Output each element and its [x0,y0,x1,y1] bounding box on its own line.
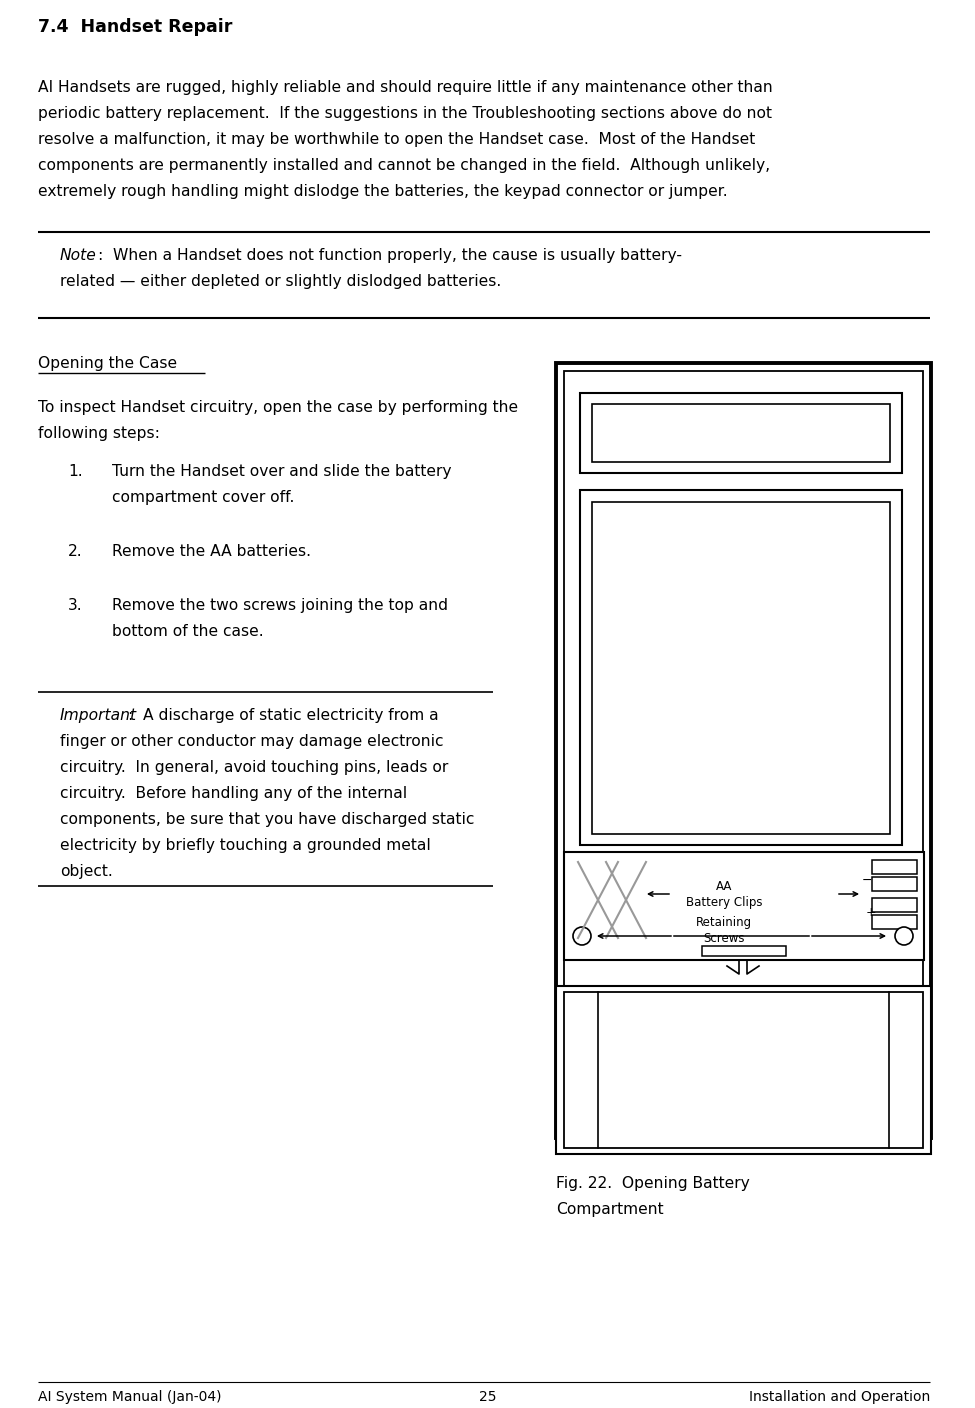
Bar [872,915,917,929]
Text: AI System Manual (Jan-04): AI System Manual (Jan-04) [38,1390,221,1404]
Text: :  A discharge of static electricity from a: : A discharge of static electricity from… [128,708,439,722]
Text: Installation and Operation: Installation and Operation [749,1390,930,1404]
Bar [556,363,931,1138]
Text: circuitry.  Before handling any of the internal: circuitry. Before handling any of the in… [60,786,408,801]
Text: following steps:: following steps: [38,427,160,441]
Text: Compartment: Compartment [556,1202,664,1217]
Bar [702,946,786,956]
Bar [556,986,931,1155]
Text: Retaining
Screws: Retaining Screws [696,917,752,945]
Text: compartment cover off.: compartment cover off. [112,490,294,505]
Text: 3.: 3. [68,598,83,612]
Text: 7.4  Handset Repair: 7.4 Handset Repair [38,18,232,37]
Text: 1.: 1. [68,465,83,479]
Bar [564,993,923,1148]
Text: 25: 25 [479,1390,496,1404]
Text: 2.: 2. [68,543,83,559]
Text: Remove the two screws joining the top and: Remove the two screws joining the top an… [112,598,448,612]
Bar [564,852,924,960]
Text: components, be sure that you have discharged static: components, be sure that you have discha… [60,812,475,826]
Text: AI Handsets are rugged, highly reliable and should require little if any mainten: AI Handsets are rugged, highly reliable … [38,80,773,94]
Bar [872,898,917,912]
Text: extremely rough handling might dislodge the batteries, the keypad connector or j: extremely rough handling might dislodge … [38,184,727,199]
Text: Important: Important [60,708,137,722]
Circle shape [895,926,913,945]
Text: periodic battery replacement.  If the suggestions in the Troubleshooting section: periodic battery replacement. If the sug… [38,106,772,121]
Text: object.: object. [60,865,113,879]
Text: :  When a Handset does not function properly, the cause is usually battery-: : When a Handset does not function prope… [98,248,682,263]
Text: +: + [866,905,877,919]
Text: Note: Note [60,248,97,263]
Text: AA
Battery Clips: AA Battery Clips [685,880,762,910]
Text: Opening the Case: Opening the Case [38,356,177,370]
Text: circuitry.  In general, avoid touching pins, leads or: circuitry. In general, avoid touching pi… [60,760,448,774]
Bar [564,370,923,1131]
Bar [592,503,890,834]
Text: electricity by briefly touching a grounded metal: electricity by briefly touching a ground… [60,838,431,853]
Text: finger or other conductor may damage electronic: finger or other conductor may damage ele… [60,734,444,749]
Bar [580,490,902,845]
Text: −: − [862,874,873,887]
Text: Turn the Handset over and slide the battery: Turn the Handset over and slide the batt… [112,465,451,479]
Bar [872,877,917,891]
Text: components are permanently installed and cannot be changed in the field.  Althou: components are permanently installed and… [38,158,770,173]
Text: Remove the AA batteries.: Remove the AA batteries. [112,543,311,559]
Circle shape [573,926,591,945]
Text: Fig. 22.  Opening Battery: Fig. 22. Opening Battery [556,1176,750,1191]
Text: related — either depleted or slightly dislodged batteries.: related — either depleted or slightly di… [60,275,501,289]
Text: To inspect Handset circuitry, open the case by performing the: To inspect Handset circuitry, open the c… [38,400,518,415]
Bar [872,860,917,874]
Bar [592,404,890,462]
Text: resolve a malfunction, it may be worthwhile to open the Handset case.  Most of t: resolve a malfunction, it may be worthwh… [38,132,756,146]
Text: bottom of the case.: bottom of the case. [112,624,263,639]
Bar [580,393,902,473]
